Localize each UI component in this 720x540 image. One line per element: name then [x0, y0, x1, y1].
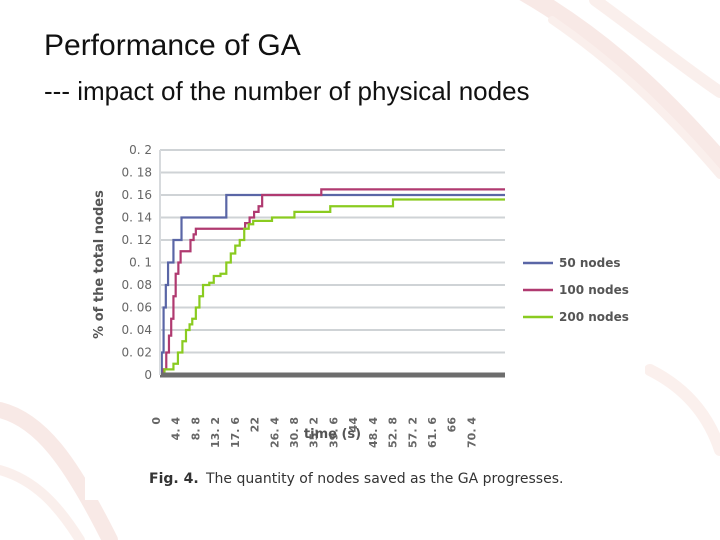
x-axis-ticks: 0 4. 4 8. 8 13. 2 17. 6 22 26. 4 30. 8 35. 2 39. … — [150, 417, 478, 448]
x-tick-label: 66 — [446, 417, 459, 433]
series-line-50-nodes — [160, 193, 505, 377]
x-tick-label: 48. 4 — [367, 417, 380, 448]
y-tick-label: 0. 14 — [121, 211, 152, 225]
y-tick-label: 0. 16 — [121, 188, 152, 202]
x-tick-label: 17. 6 — [229, 417, 242, 448]
legend-label-50-nodes: 50 nodes — [559, 256, 621, 270]
legend-label-100-nodes: 100 nodes — [559, 283, 629, 297]
x-tick-label: 26. 4 — [268, 417, 281, 448]
y-tick-label: 0 — [144, 368, 152, 382]
y-tick-label: 0. 06 — [121, 301, 152, 315]
slide-subtitle: --- impact of the number of physical nod… — [44, 76, 530, 106]
y-tick-label: 0. 02 — [121, 346, 152, 360]
x-axis-label: time (s) — [304, 427, 361, 442]
y-tick-label: 0. 12 — [121, 233, 152, 247]
y-tick-label: 0. 2 — [129, 143, 152, 157]
chart-canvas: 0 0. 02 0. 04 0. 06 0. 08 0. 1 0. 12 0. 14 0. 16… — [92, 143, 629, 487]
chart-frame: 0 0. 02 0. 04 0. 06 0. 08 0. 1 0. 12 0. 14 0. 16… — [92, 143, 629, 487]
series-layer — [160, 188, 505, 377]
x-tick-label: 13. 2 — [209, 417, 222, 448]
series-line-100-nodes — [160, 188, 505, 377]
x-tick-label: 30. 8 — [288, 417, 301, 448]
caption-text: The quantity of nodes saved as the GA pr… — [205, 471, 563, 487]
y-tick-label: 0. 08 — [121, 278, 152, 292]
y-axis-ticks: 0 0. 02 0. 04 0. 06 0. 08 0. 1 0. 12 0. 14 0. 16… — [121, 143, 152, 382]
x-tick-label: 61. 6 — [426, 417, 439, 448]
caption-number: Fig. 4. — [149, 471, 199, 487]
x-tick-label: 22 — [249, 417, 262, 432]
x-tick-label: 52. 8 — [387, 417, 400, 448]
x-tick-label: 8. 8 — [189, 417, 202, 440]
x-tick-label: 57. 2 — [406, 417, 419, 448]
x-tick-label: 0 — [150, 417, 163, 425]
series-line-200-nodes — [160, 198, 505, 377]
x-tick-label: 39. 6 — [327, 417, 340, 448]
y-tick-label: 0. 04 — [121, 323, 152, 337]
figure-card: 0 0. 02 0. 04 0. 06 0. 08 0. 1 0. 12 0. 14 0. 16… — [85, 132, 645, 500]
x-tick-label: 35. 2 — [308, 417, 321, 448]
y-axis-label: % of the total nodes — [92, 190, 107, 339]
legend: 50 nodes 100 nodes 200 nodes — [523, 256, 629, 324]
legend-label-200-nodes: 200 nodes — [559, 310, 629, 324]
y-tick-label: 0. 1 — [129, 256, 152, 270]
x-tick-label: 70. 4 — [465, 417, 478, 448]
y-tick-label: 0. 18 — [121, 166, 152, 180]
x-tick-label: 4. 4 — [170, 417, 183, 441]
x-tick-label: 44 — [347, 417, 360, 433]
slide-title: Performance of GA — [44, 29, 301, 62]
